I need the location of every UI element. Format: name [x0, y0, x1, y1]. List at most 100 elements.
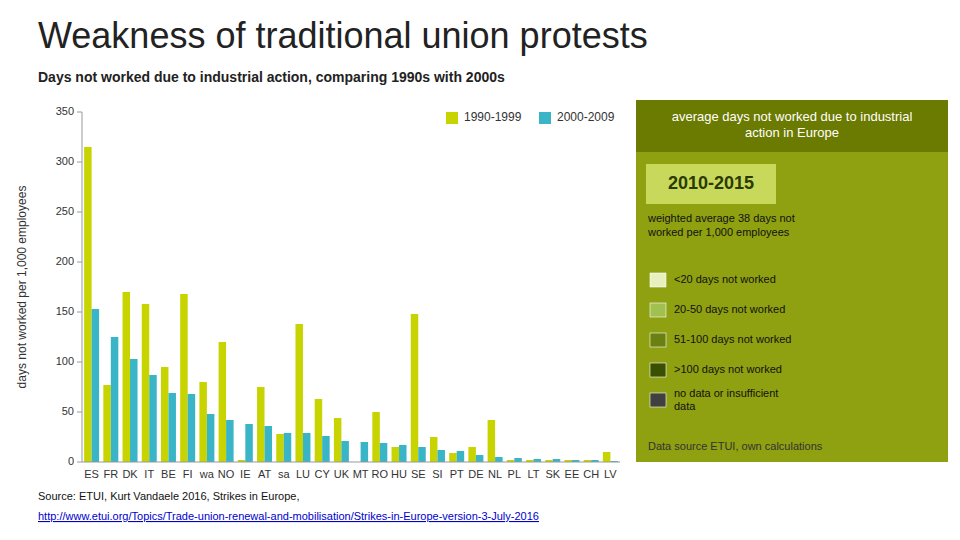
title: Weakness of traditional union protests	[38, 15, 648, 56]
bar	[437, 450, 444, 462]
bar	[399, 445, 406, 462]
bar	[334, 418, 341, 462]
bar	[161, 367, 168, 462]
annotation: weighted average 38 days notworked per 1…	[647, 212, 795, 238]
bar	[303, 433, 310, 462]
bar	[488, 420, 495, 462]
bar	[514, 458, 521, 462]
y-tick-label: 100	[56, 355, 74, 367]
x-tick-label: RO	[372, 468, 389, 480]
bar	[322, 436, 329, 462]
x-tick-label: CY	[315, 468, 331, 480]
bar	[207, 414, 214, 462]
bar	[284, 433, 291, 462]
x-tick-label: MT	[353, 468, 369, 480]
bar	[111, 337, 118, 462]
bar	[361, 442, 368, 462]
y-tick	[77, 312, 82, 313]
x-tick-label: PL	[508, 468, 521, 480]
inset-box	[646, 164, 776, 204]
legend: 2000-2009 1990-1999	[446, 110, 615, 124]
annotation: Data source ETUI, own calculations	[648, 440, 823, 452]
x-tick-label: LV	[604, 468, 617, 480]
annotation: http://www.etui.org/Topics/Trade-union-r…	[38, 510, 539, 522]
bar	[411, 314, 418, 462]
legend-label: 2000-2009	[557, 110, 615, 124]
y-tick	[77, 162, 82, 163]
bar	[315, 399, 322, 462]
y-tick	[77, 212, 82, 213]
x-tick-label: BE	[161, 468, 176, 480]
x-tick-label: IE	[240, 468, 250, 480]
bar	[430, 437, 437, 462]
bar	[380, 443, 387, 462]
inset-panel: average days not worked due to industria…	[636, 100, 948, 462]
x-axis-line	[82, 462, 620, 463]
y-tick	[77, 362, 82, 363]
bar	[103, 385, 110, 462]
x-tick-label: AT	[258, 468, 272, 480]
x-axis: ESFRDKITBEFIwaNOIEATsaLUCYUKMTROHUSESIPT…	[82, 462, 620, 480]
bar	[372, 412, 379, 462]
bar	[418, 447, 425, 462]
annotation: no data or insufficientdata	[674, 386, 778, 411]
x-tick-label: SE	[411, 468, 426, 480]
x-tick-label: SI	[432, 468, 442, 480]
bar	[188, 394, 195, 462]
x-tick-label: LT	[528, 468, 540, 480]
x-tick-label: IT	[144, 468, 154, 480]
bar	[142, 304, 149, 462]
bar	[180, 294, 187, 462]
inset-body	[636, 100, 948, 462]
bar	[341, 441, 348, 462]
y-tick-label: 200	[56, 255, 74, 267]
bar	[392, 447, 399, 462]
legend-label: 1990-1999	[464, 110, 522, 124]
inset-legend-swatch	[650, 303, 666, 317]
inset-legend-swatch	[650, 363, 666, 377]
annotation: 20-50 days not worked	[674, 303, 785, 315]
bar	[168, 393, 175, 462]
y-axis: 050100150200250300350	[56, 105, 82, 467]
y-tick-label: 300	[56, 155, 74, 167]
x-tick-label: DK	[122, 468, 138, 480]
bar	[265, 426, 272, 462]
inset-legend-swatch	[650, 333, 666, 347]
bar	[457, 451, 464, 462]
bar	[226, 420, 233, 462]
bar	[245, 424, 252, 462]
bar	[219, 342, 226, 462]
annotation: average days not worked due to industria…	[672, 109, 913, 140]
inset-legend-swatch	[650, 393, 666, 407]
inset-legend-swatch	[650, 273, 666, 287]
annotation: >100 days not worked	[674, 363, 782, 375]
x-tick-label: NL	[488, 468, 502, 480]
annotation: 51-100 days not worked	[674, 333, 791, 345]
x-tick-label: PT	[450, 468, 464, 480]
legend-swatch	[539, 112, 551, 124]
legend-swatch	[446, 112, 458, 124]
chart: Weakness of traditional union protests Da…	[0, 0, 960, 540]
bar	[603, 452, 610, 462]
y-tick	[77, 462, 82, 463]
y-tick-label: 250	[56, 205, 74, 217]
x-tick-label: ES	[84, 468, 99, 480]
annotation: Source: ETUI, Kurt Vandaele 2016, Strike…	[38, 490, 300, 502]
x-tick-label: HU	[391, 468, 407, 480]
x-tick-label: CH	[583, 468, 599, 480]
bar	[295, 324, 302, 462]
y-axis-label: days not worked per 1,000 employees	[15, 186, 29, 389]
bar	[495, 457, 502, 462]
y-tick-label: 350	[56, 105, 74, 117]
x-tick-label: NO	[218, 468, 235, 480]
bar	[468, 447, 475, 462]
bar	[257, 387, 264, 462]
x-tick-label: SK	[545, 468, 560, 480]
bar	[199, 382, 206, 462]
bars	[84, 147, 618, 462]
x-tick-label: sa	[278, 468, 291, 480]
x-tick-label: FR	[103, 468, 118, 480]
bar	[276, 434, 283, 462]
annotation: 2010-2015	[668, 173, 754, 193]
subtitle: Days not worked due to industrial action…	[38, 69, 505, 85]
